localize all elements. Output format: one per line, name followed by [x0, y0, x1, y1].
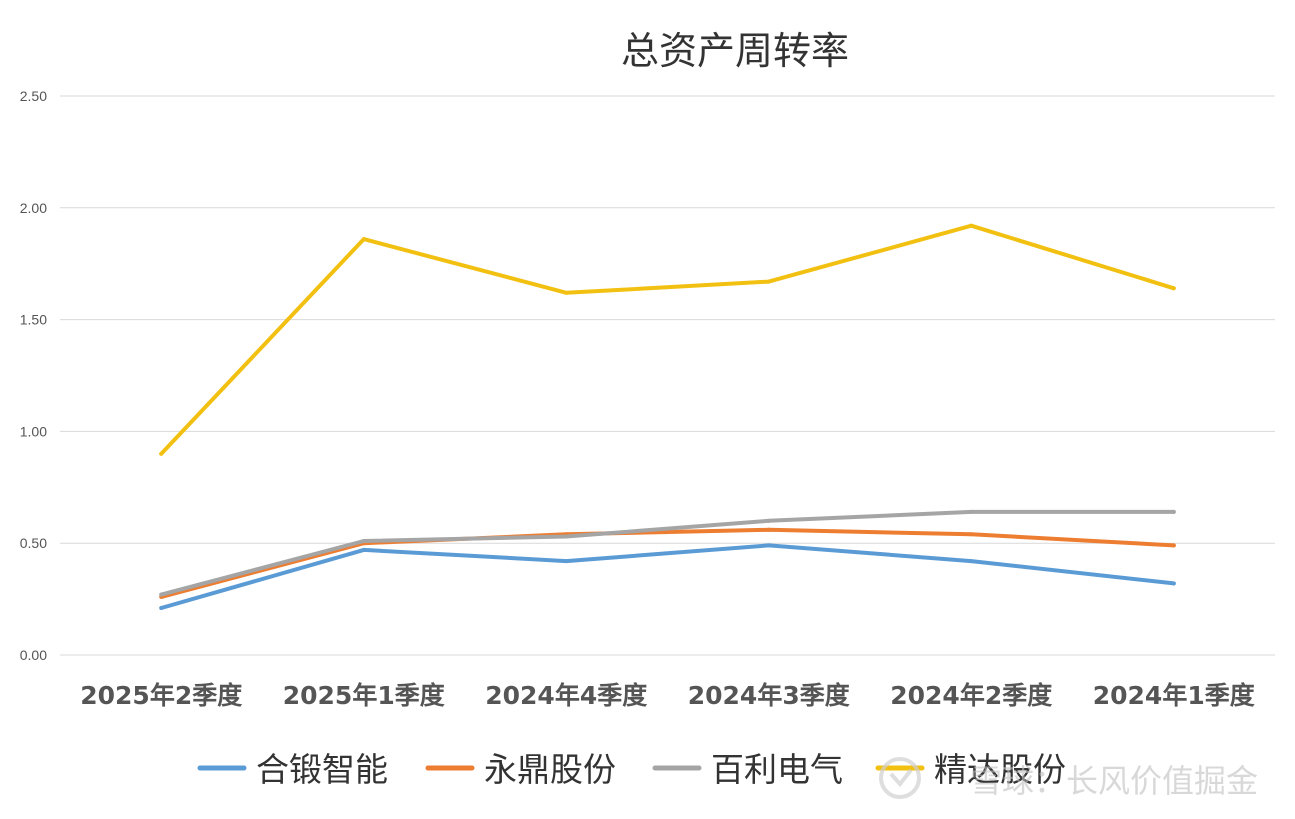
data-point: [159, 451, 164, 456]
data-point: [1171, 286, 1176, 291]
data-point: [159, 592, 164, 597]
watermark-logo-icon: [879, 757, 921, 799]
data-point: [159, 606, 164, 611]
data-point: [766, 543, 771, 548]
data-point: [361, 237, 366, 242]
chart-title: 总资产周转率: [621, 29, 849, 73]
y-tick-label: 0.50: [20, 535, 47, 551]
y-axis-ticks: 0.00 0.50 1.00 1.50 2.00 2.50: [20, 88, 47, 663]
x-tick-label: 2024年2季度: [890, 681, 1052, 710]
data-point: [1171, 581, 1176, 586]
watermark-text: 雪球：长风价值掘金: [970, 762, 1258, 800]
data-point: [969, 559, 974, 564]
data-point: [969, 532, 974, 537]
series-line-0: [159, 543, 1176, 610]
legend: 合锻智能 永鼎股份 百利电气 精达股份: [197, 750, 1066, 789]
series-line-1: [159, 527, 1176, 599]
data-point: [361, 538, 366, 543]
data-point: [564, 559, 569, 564]
watermark: 雪球：长风价值掘金: [879, 757, 1258, 800]
legend-label: 精达股份: [934, 750, 1066, 789]
data-point: [564, 290, 569, 295]
data-point: [361, 547, 366, 552]
data-point: [1171, 543, 1176, 548]
series-lines: [159, 223, 1176, 611]
data-point: [766, 279, 771, 284]
x-axis-ticks: 2025年2季度 2025年1季度 2024年4季度 2024年3季度 2024年2季度…: [80, 681, 1254, 710]
x-tick-label: 2024年1季度: [1093, 681, 1255, 710]
x-tick-label: 2025年2季度: [80, 681, 242, 710]
series-line-3: [159, 223, 1176, 456]
data-point: [969, 223, 974, 228]
y-tick-label: 2.00: [20, 200, 47, 216]
x-tick-label: 2025年1季度: [283, 681, 445, 710]
x-tick-label: 2024年4季度: [485, 681, 647, 710]
data-point: [766, 527, 771, 532]
x-tick-label: 2024年3季度: [688, 681, 850, 710]
series-line-2: [159, 509, 1176, 597]
data-point: [969, 509, 974, 514]
data-point: [564, 534, 569, 539]
y-tick-label: 1.50: [20, 312, 47, 328]
data-point: [766, 518, 771, 523]
y-tick-label: 1.00: [20, 423, 47, 439]
data-point: [1171, 509, 1176, 514]
legend-label: 百利电气: [711, 750, 843, 789]
legend-label: 永鼎股份: [484, 750, 616, 789]
y-tick-label: 0.00: [20, 647, 47, 663]
legend-label: 合锻智能: [256, 750, 388, 789]
gridlines: [60, 95, 1275, 656]
y-tick-label: 2.50: [20, 88, 47, 104]
